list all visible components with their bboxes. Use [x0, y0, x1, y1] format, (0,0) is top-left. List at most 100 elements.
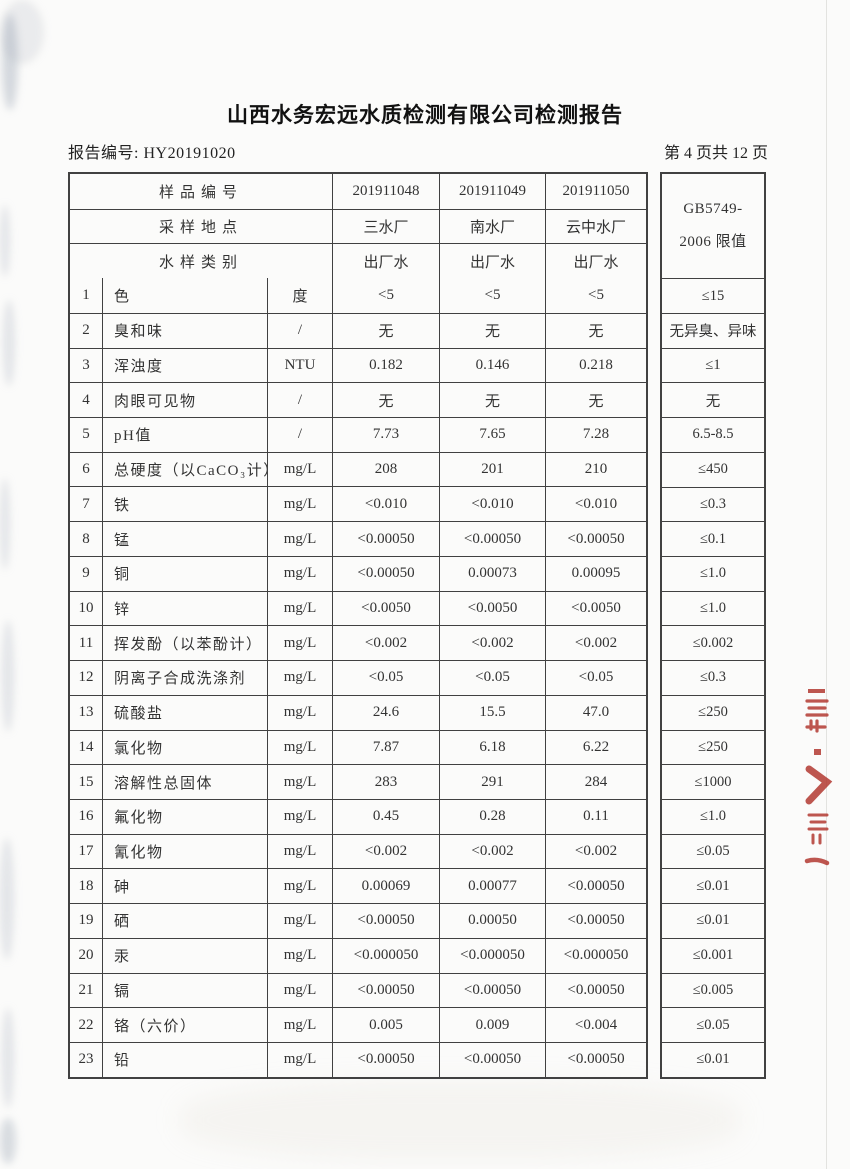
sample2-value: 0.00077	[439, 869, 545, 904]
parameter-name: 氯化物	[102, 730, 267, 765]
row-number: 16	[78, 808, 94, 825]
table-row: 5 pH值 / 7.73 7.65 7.28	[70, 417, 646, 452]
limit-standard-line1: GB5749-	[683, 201, 743, 218]
unit: mg/L	[267, 730, 332, 765]
page-indicator: 第 4 页共 12 页	[663, 145, 768, 162]
sample1-value: <0.00050	[332, 556, 439, 591]
unit: mg/L	[267, 834, 332, 869]
unit: mg/L	[267, 556, 332, 591]
sample1-value: 无	[332, 383, 439, 418]
parameter-name: 氟化物	[102, 799, 267, 834]
row-number: 21	[78, 981, 94, 998]
report-number-value: HY20191020	[143, 145, 236, 162]
unit: mg/L	[267, 765, 332, 799]
row-number: 7	[82, 495, 90, 512]
sample3-value: 0.218	[545, 348, 646, 383]
sample3-value: 284	[545, 765, 646, 799]
sample3-value: <0.010	[545, 487, 646, 522]
sample3-value: 7.28	[545, 418, 646, 452]
parameter-name: 溶解性总固体	[102, 765, 267, 799]
report-number-label: 报告编号:	[68, 145, 139, 162]
limit-value: ≤0.01	[662, 903, 764, 938]
sample2-value: 0.146	[439, 348, 545, 383]
table-row: 23 铅 mg/L <0.00050 <0.00050 <0.00050	[70, 1041, 646, 1077]
limit-value: 6.5-8.5	[662, 417, 764, 452]
sample2-value: <0.010	[439, 487, 545, 522]
parameter-name: 锌	[102, 591, 267, 626]
unit: mg/L	[267, 1008, 332, 1042]
table-row: 10 锌 mg/L <0.0050 <0.0050 <0.0050	[70, 590, 646, 626]
table-row: 21 镉 mg/L <0.00050 <0.00050 <0.00050	[70, 972, 646, 1008]
row-number: 12	[78, 669, 94, 686]
sample3-value: <0.00050	[545, 869, 646, 904]
sample3-value: <0.00050	[545, 1042, 646, 1077]
red-stamp-fragment	[804, 689, 833, 866]
row-number: 3	[82, 356, 90, 373]
parameter-name: 挥发酚（以苯酚计）	[102, 626, 267, 661]
table-row: 18 砷 mg/L 0.00069 0.00077 <0.00050	[70, 868, 646, 904]
unit: mg/L	[267, 869, 332, 904]
sample2-value: 无	[439, 383, 545, 418]
table-row: 19 硒 mg/L <0.00050 0.00050 <0.00050	[70, 903, 646, 938]
row-number: 23	[78, 1051, 94, 1068]
unit: mg/L	[267, 904, 332, 938]
row-number: 1	[82, 287, 90, 304]
sample1-value: 7.87	[332, 730, 439, 765]
sample1-value: <0.00050	[332, 1042, 439, 1077]
scan-smudge	[3, 300, 15, 386]
sample1-value: 7.73	[332, 418, 439, 452]
parameter-name: 铁	[102, 487, 267, 522]
unit: mg/L	[267, 938, 332, 973]
limit-value: 无异臭、异味	[662, 312, 764, 348]
sample2-value: <0.00050	[439, 522, 545, 556]
scan-smudge	[0, 1118, 16, 1164]
parameter-name: 阴离子合成洗涤剂	[102, 661, 267, 695]
unit: mg/L	[267, 973, 332, 1008]
sample-type: 出厂水	[332, 244, 439, 279]
row-number: 6	[82, 461, 90, 478]
table-row: 11 挥发酚（以苯酚计） mg/L <0.002 <0.002 <0.002	[70, 625, 646, 661]
sample1-value: <0.0050	[332, 591, 439, 626]
header-sample-type-label: 水样类别	[158, 254, 243, 271]
sample3-value: <0.00050	[545, 904, 646, 938]
sample3-value: 无	[545, 383, 646, 418]
sampling-location: 南水厂	[439, 209, 545, 244]
sample1-value: 208	[332, 452, 439, 487]
sample2-value: 7.65	[439, 418, 545, 452]
report-number: 报告编号: HY20191020	[68, 139, 236, 163]
limit-value: ≤1	[662, 347, 764, 383]
table-row: 8 锰 mg/L <0.00050 <0.00050 <0.00050	[70, 521, 646, 556]
scan-smudge	[2, 14, 18, 110]
parameter-name: 色	[102, 278, 267, 313]
sample2-value: 15.5	[439, 695, 545, 730]
limit-value: ≤1000	[662, 764, 764, 799]
unit: /	[267, 418, 332, 452]
sample3-value: <5	[545, 278, 646, 313]
unit: mg/L	[267, 452, 332, 487]
sampling-location: 云中水厂	[545, 209, 646, 244]
sample3-value: 0.11	[545, 799, 646, 834]
limit-column-table: GB5749- 2006 限值 ≤15 无异臭、异味 ≤1 无 6.5-8.5 ≤450 ≤…	[660, 172, 766, 1079]
limit-value: ≤15	[662, 278, 764, 313]
unit: /	[267, 383, 332, 418]
sample3-value: <0.002	[545, 834, 646, 869]
table-row: 15 溶解性总固体 mg/L 283 291 284	[70, 764, 646, 799]
unit: mg/L	[267, 522, 332, 556]
unit: mg/L	[267, 799, 332, 834]
limit-value: ≤250	[662, 729, 764, 765]
unit: mg/L	[267, 1042, 332, 1077]
unit: mg/L	[267, 487, 332, 522]
sample3-value: 无	[545, 313, 646, 348]
row-number: 18	[78, 877, 94, 894]
table-row: 7 铁 mg/L <0.010 <0.010 <0.010	[70, 486, 646, 522]
table-row: 2 臭和味 / 无 无 无	[70, 312, 646, 348]
parameter-name: 肉眼可见物	[102, 383, 267, 418]
sample1-value: 0.005	[332, 1008, 439, 1042]
row-number: 17	[78, 843, 94, 860]
parameter-name: 臭和味	[102, 313, 267, 348]
results-main-table: 样品编号 201911048 201911049 201911050 采样地点 …	[68, 172, 648, 1079]
sample2-value: <0.0050	[439, 591, 545, 626]
table-row: 22 铬（六价） mg/L 0.005 0.009 <0.004	[70, 1007, 646, 1042]
sample3-value: <0.05	[545, 661, 646, 695]
